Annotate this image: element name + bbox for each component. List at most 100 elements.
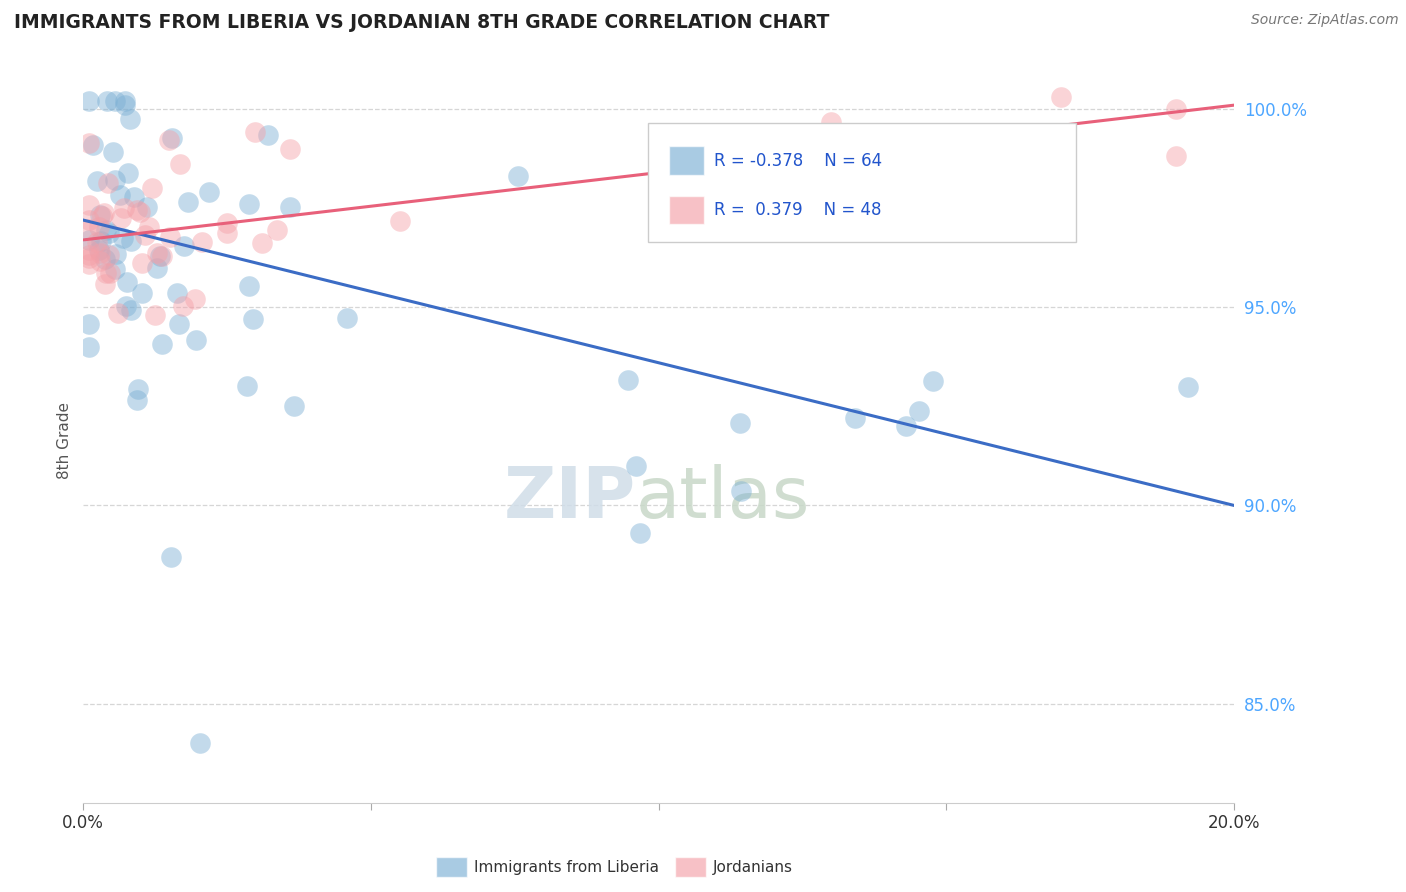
Point bbox=[98, 226, 121, 240]
Point bbox=[77, 222, 100, 236]
Point bbox=[87, 219, 110, 234]
Point bbox=[134, 228, 156, 243]
Point bbox=[114, 98, 136, 112]
Point bbox=[114, 299, 136, 313]
Point bbox=[94, 266, 117, 280]
Point bbox=[169, 157, 191, 171]
Point bbox=[728, 416, 751, 430]
Point bbox=[108, 188, 131, 202]
Point bbox=[125, 392, 148, 407]
Point bbox=[141, 181, 163, 195]
Point bbox=[1166, 102, 1188, 116]
Point bbox=[844, 411, 866, 425]
Point bbox=[908, 404, 931, 418]
Point bbox=[1166, 149, 1188, 163]
Point bbox=[166, 285, 188, 300]
Point bbox=[77, 251, 100, 265]
Point bbox=[894, 419, 917, 434]
Point bbox=[135, 200, 157, 214]
Point bbox=[177, 195, 200, 210]
Point bbox=[89, 208, 111, 222]
Point bbox=[617, 373, 640, 387]
Point bbox=[278, 200, 301, 214]
Text: Jordanians: Jordanians bbox=[713, 860, 793, 874]
Point bbox=[77, 198, 100, 212]
Point bbox=[124, 189, 146, 203]
Point bbox=[104, 94, 127, 108]
Point bbox=[117, 166, 139, 180]
Point bbox=[236, 379, 259, 393]
Point bbox=[77, 233, 100, 247]
Point bbox=[127, 203, 149, 218]
Point bbox=[77, 94, 100, 108]
Point bbox=[114, 94, 136, 108]
Point bbox=[160, 549, 183, 564]
Point bbox=[146, 245, 169, 260]
Point bbox=[105, 247, 128, 261]
Point bbox=[198, 186, 221, 200]
Point bbox=[107, 305, 129, 319]
Point bbox=[922, 375, 945, 389]
Point bbox=[82, 137, 104, 152]
Point bbox=[112, 201, 135, 215]
Point bbox=[257, 128, 280, 142]
Point bbox=[77, 136, 100, 151]
Point bbox=[94, 252, 117, 266]
Point bbox=[172, 299, 194, 313]
Point bbox=[146, 261, 169, 276]
Point bbox=[1050, 90, 1073, 104]
Point bbox=[508, 169, 530, 183]
Point bbox=[628, 526, 651, 541]
Point bbox=[131, 255, 153, 269]
Point bbox=[388, 213, 411, 227]
Point bbox=[131, 286, 153, 301]
Point bbox=[77, 318, 100, 332]
Point bbox=[93, 206, 115, 220]
Point bbox=[91, 209, 114, 223]
Point bbox=[283, 400, 305, 414]
Point bbox=[127, 382, 149, 396]
Point bbox=[98, 266, 121, 280]
Point bbox=[157, 133, 180, 147]
Point bbox=[138, 220, 160, 235]
Y-axis label: 8th Grade: 8th Grade bbox=[58, 401, 72, 478]
Point bbox=[86, 235, 108, 249]
Point bbox=[104, 262, 127, 277]
Point bbox=[90, 235, 112, 249]
Point bbox=[129, 204, 152, 219]
Point bbox=[238, 197, 260, 211]
Point bbox=[149, 249, 172, 263]
Point bbox=[252, 236, 274, 251]
Point bbox=[77, 340, 100, 354]
Point bbox=[150, 336, 173, 351]
Point bbox=[87, 243, 110, 257]
Point bbox=[188, 736, 211, 750]
Point bbox=[215, 216, 238, 230]
Point bbox=[336, 310, 359, 325]
Text: R = -0.378    N = 64: R = -0.378 N = 64 bbox=[714, 152, 883, 169]
Point bbox=[112, 231, 135, 245]
Point bbox=[94, 223, 117, 237]
Text: atlas: atlas bbox=[636, 464, 810, 533]
Point bbox=[104, 173, 127, 187]
Point bbox=[94, 277, 117, 291]
Point bbox=[624, 458, 647, 473]
Point bbox=[184, 333, 207, 347]
Point bbox=[77, 213, 100, 227]
Point bbox=[730, 483, 752, 498]
Point bbox=[97, 176, 120, 190]
Point bbox=[217, 226, 239, 240]
Text: ZIP: ZIP bbox=[503, 464, 636, 533]
Point bbox=[278, 142, 301, 156]
Point bbox=[115, 276, 138, 290]
Point bbox=[242, 311, 264, 326]
Point bbox=[167, 318, 190, 332]
Point bbox=[238, 278, 260, 293]
Point bbox=[89, 246, 111, 260]
Text: Source: ZipAtlas.com: Source: ZipAtlas.com bbox=[1251, 13, 1399, 28]
Point bbox=[820, 115, 842, 129]
Point bbox=[184, 292, 207, 306]
Point bbox=[159, 229, 181, 244]
Point bbox=[77, 257, 100, 271]
Point bbox=[191, 235, 214, 249]
